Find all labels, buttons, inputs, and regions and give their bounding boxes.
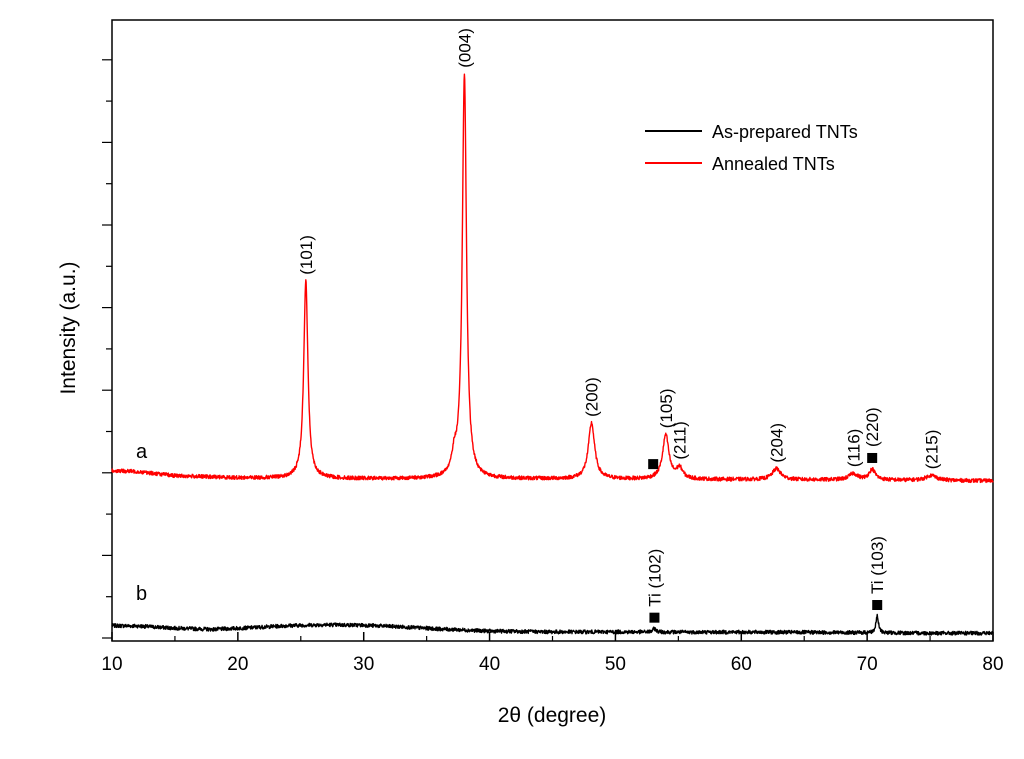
series-line-as-prepared-tnts: [111, 613, 994, 636]
peak-label: Ti (103): [868, 536, 887, 594]
x-tick-label: 80: [982, 654, 1003, 675]
peak-label: (004): [455, 28, 474, 68]
plot-frame: [111, 19, 994, 642]
series-label-a: a: [136, 441, 148, 463]
peak-label: Ti (102): [645, 549, 664, 607]
x-tick-label: 30: [353, 654, 374, 675]
series-label-b: b: [136, 583, 147, 605]
x-tick-label: 10: [101, 654, 122, 675]
phase-marker: [649, 612, 660, 623]
peak-label: (101): [297, 235, 316, 275]
peak-label: (204): [768, 423, 787, 463]
peak-label: (215): [922, 430, 941, 470]
y-axis-title: Intensity (a.u.): [57, 261, 80, 394]
peak-label: (105): [657, 389, 676, 429]
phase-marker: [872, 600, 883, 611]
annotation-layer: (101) (004) (200) (105)(211) (204) (116)(220)…: [297, 28, 941, 623]
plot-area: [111, 19, 994, 642]
legend-label-annealed: Annealed TNTs: [712, 154, 835, 174]
series-line-annealed-tnts: [111, 73, 994, 484]
legend: As-prepared TNTs Annealed TNTs: [645, 122, 858, 174]
legend-label-as-prepared: As-prepared TNTs: [712, 122, 858, 142]
peak-label: (220): [863, 407, 882, 447]
peak-label: (200): [583, 377, 602, 417]
phase-marker: [867, 452, 878, 463]
peak-label: (116): [844, 429, 863, 467]
x-tick-label: 50: [605, 654, 626, 675]
phase-marker: [648, 459, 659, 470]
x-tick-label: 70: [857, 654, 878, 675]
axis-layer: 10 20 30 40 50 60 70 80: [101, 59, 1004, 675]
x-tick-label: 20: [227, 654, 248, 675]
x-axis-title: 2θ (degree): [498, 704, 607, 727]
x-tick-label: 60: [731, 654, 752, 675]
series-layer: [111, 73, 994, 636]
peak-label: (211): [671, 421, 690, 459]
x-tick-label: 40: [479, 654, 500, 675]
